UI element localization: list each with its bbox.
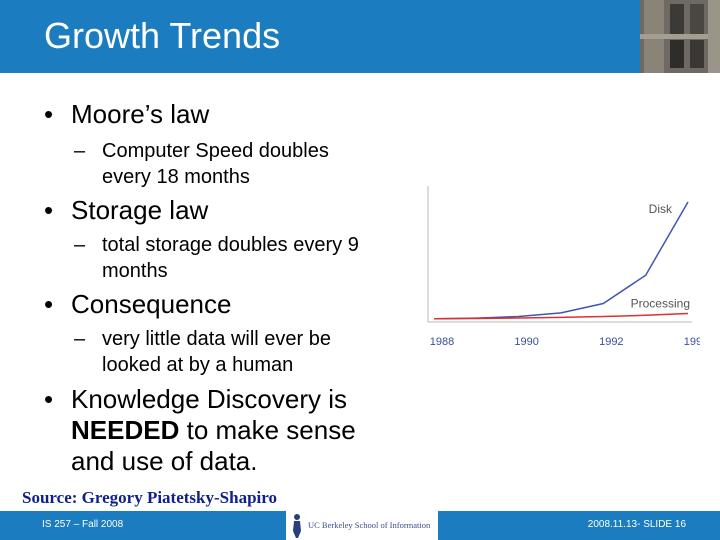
sub-bullet-line: every 18 months — [102, 166, 250, 188]
series-label-disk: Disk — [649, 202, 673, 216]
bullet-storage-law: • Storage law — [44, 195, 404, 226]
growth-chart-svg: Disk Processing 1988 1990 1992 1994 — [427, 186, 708, 348]
bullet-glyph: • — [44, 289, 54, 319]
bullet-knowledge-discovery: • Knowledge Discovery is NEEDED to make … — [44, 384, 414, 477]
bullet-text-continuation: to make sense — [186, 415, 356, 445]
dash-glyph: – — [74, 140, 86, 162]
slide-title: Growth Trends — [44, 15, 281, 56]
growth-chart: Disk Processing 1988 1990 1992 1994 — [420, 182, 708, 362]
footer-slide-number: 2008.11.13- SLIDE 16 — [587, 519, 686, 530]
sub-bullet-total-storage: – total storage doubles every 9 months — [74, 232, 424, 284]
dash-glyph: – — [74, 328, 86, 350]
bullet-moores-law: • Moore’s law — [44, 99, 404, 130]
school-logo: UC Berkeley School of Information — [286, 511, 438, 540]
bullet-text: and use of data. — [71, 446, 258, 476]
x-tick-label: 1990 — [514, 336, 538, 348]
x-tick-label: 1988 — [430, 336, 454, 348]
emphasis-needed: NEEDED — [71, 415, 180, 445]
bullet-glyph: • — [44, 195, 54, 225]
bullet-glyph: • — [44, 384, 54, 414]
sub-bullet-line: months — [102, 260, 168, 282]
bullet-text: Consequence — [71, 289, 232, 319]
x-tick-label: 1992 — [599, 336, 623, 348]
sub-bullet-line: very little data will ever be — [102, 328, 331, 350]
sub-bullet-computer-speed: – Computer Speed doubles every 18 months — [74, 138, 414, 190]
bullet-glyph: • — [44, 99, 54, 129]
bullet-text-line-2: NEEDED to make sense — [71, 415, 356, 446]
logo-text: UC Berkeley School of Information — [308, 520, 431, 530]
bullet-text: Knowledge Discovery is — [71, 384, 348, 414]
dash-glyph: – — [74, 234, 86, 256]
sub-bullet-line: total storage doubles every 9 — [102, 234, 359, 256]
bullet-text: Storage law — [71, 195, 209, 225]
sub-bullet-little-data: – very little data will ever be looked a… — [74, 326, 414, 378]
sub-bullet-line: Computer Speed doubles — [102, 140, 329, 162]
x-tick-label: 1994 — [684, 336, 700, 348]
source-citation: Source: Gregory Piatetsky-Shapiro — [22, 488, 277, 507]
header-photo — [640, 0, 720, 73]
series-line-processing — [433, 312, 689, 320]
bullet-text: Moore’s law — [71, 99, 210, 129]
footer-course: IS 257 – Fall 2008 — [42, 519, 124, 530]
logo-figure-icon — [293, 514, 301, 538]
bullet-consequence: • Consequence — [44, 289, 404, 320]
sub-bullet-line: looked at by a human — [102, 354, 294, 376]
title-bar: Growth Trends — [0, 0, 720, 73]
series-label-processing: Processing — [631, 297, 690, 311]
